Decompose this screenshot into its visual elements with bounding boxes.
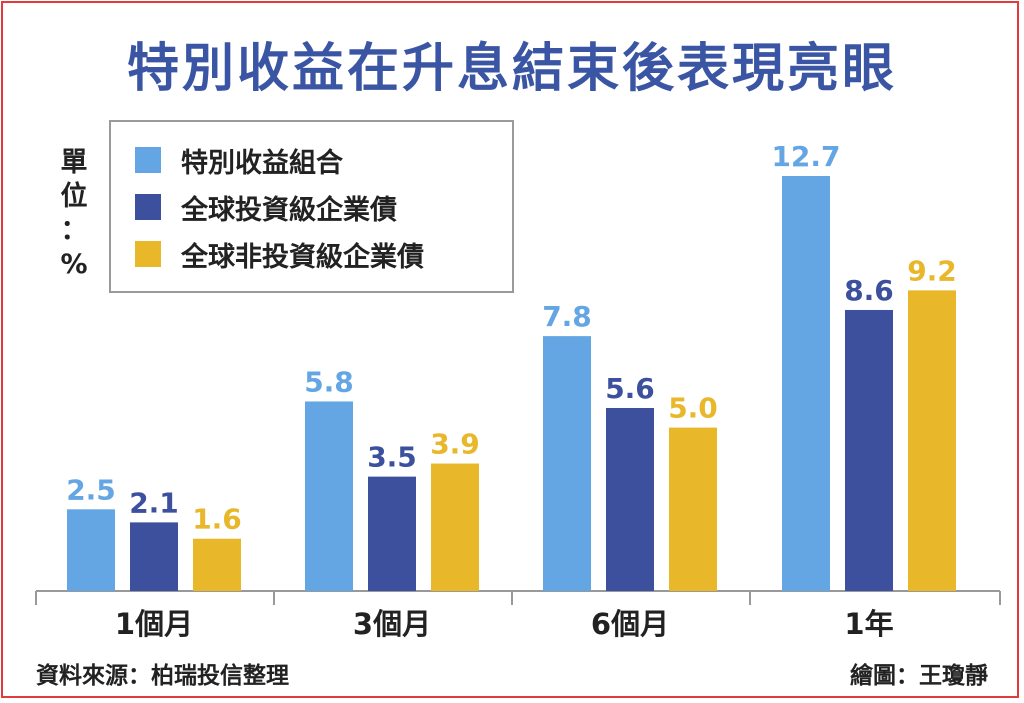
bar-high-yield-1y: [908, 290, 956, 591]
legend-label-high-yield: 全球非投資級企業債: [181, 241, 424, 273]
legend-label-investment-grade: 全球投資級企業債: [181, 194, 397, 226]
x-tick-label-1y: 1年: [844, 607, 893, 641]
data-label-investment-grade-6m: 5.6: [605, 372, 655, 405]
bar-high-yield-6m: [669, 427, 717, 591]
legend: 特別收益組合 全球投資級企業債 全球非投資級企業債: [109, 120, 514, 293]
bar-investment-grade-1y: [845, 309, 893, 591]
legend-item-investment-grade: 全球投資級企業債: [135, 189, 397, 226]
legend-item-special-income: 特別收益組合: [135, 142, 343, 179]
data-label-high-yield-3m: 3.9: [430, 428, 480, 461]
unit-char-2: 位: [60, 181, 88, 212]
bar-special-income-1y: [782, 176, 830, 591]
data-label-special-income-1y: 12.7: [771, 140, 840, 173]
bar-special-income-3m: [305, 401, 353, 591]
legend-swatch-special-income: [135, 147, 161, 173]
bar-investment-grade-6m: [606, 408, 654, 591]
legend-swatch-high-yield: [135, 241, 161, 267]
bar-special-income-1m: [67, 509, 115, 591]
unit-label: 單 位 ： %: [54, 146, 94, 282]
data-label-special-income-1m: 2.5: [66, 473, 116, 506]
unit-char-4: %: [60, 249, 88, 280]
credit-note: 繪圖：王瓊靜: [850, 663, 988, 689]
legend-label-special-income: 特別收益組合: [181, 147, 343, 179]
bar-investment-grade-3m: [368, 476, 416, 591]
legend-swatch-investment-grade: [135, 194, 161, 220]
x-tick-label-3m: 3個月: [353, 607, 431, 641]
data-label-special-income-3m: 5.8: [304, 365, 354, 398]
unit-char-3: ：: [60, 215, 88, 246]
bar-high-yield-1m: [193, 538, 241, 591]
chart-title: 特別收益在升息結束後表現亮眼: [126, 39, 897, 99]
bar-special-income-6m: [543, 336, 591, 591]
unit-char-1: 單: [60, 147, 88, 178]
data-label-high-yield-1m: 1.6: [192, 503, 242, 536]
data-label-special-income-6m: 7.8: [542, 300, 592, 333]
x-tick-label-6m: 6個月: [591, 607, 669, 641]
data-label-high-yield-1y: 9.2: [907, 254, 957, 287]
bar-investment-grade-1m: [130, 522, 178, 591]
data-label-investment-grade-3m: 3.5: [367, 441, 417, 474]
data-label-investment-grade-1m: 2.1: [129, 486, 179, 519]
data-label-high-yield-6m: 5.0: [668, 392, 718, 425]
data-label-investment-grade-1y: 8.6: [844, 274, 894, 307]
bar-high-yield-3m: [431, 463, 479, 591]
source-note: 資料來源：柏瑞投信整理: [36, 663, 289, 689]
legend-item-high-yield: 全球非投資級企業債: [135, 236, 424, 273]
x-tick-label-1m: 1個月: [115, 607, 193, 641]
